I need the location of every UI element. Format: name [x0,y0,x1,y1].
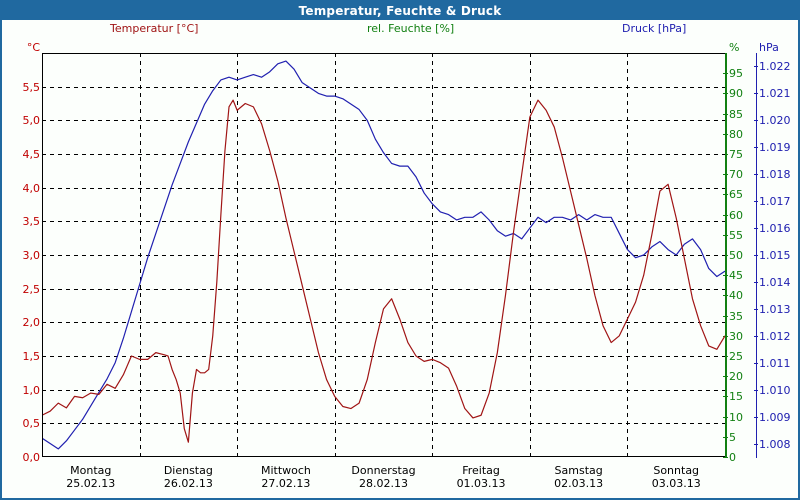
pressure-axis-tick: 1.014 [759,275,791,289]
x-axis-date: 03.03.13 [651,477,701,490]
x-axis-labels: Montag 25.02.13 Dienstag 26.02.13 Mittwoch 27… [2,464,798,498]
x-axis-day-label: Sonntag 03.03.13 [621,464,731,490]
pressure-axis-line [756,53,757,458]
humidity-axis-tick: 15 [729,390,743,404]
left-axis-tick: 4,0 [22,181,41,195]
pressure-axis-tick: 1.022 [759,60,791,74]
pressure-axis-tick: 1.010 [759,383,791,397]
humidity-axis-tick: 0 [729,451,736,464]
pressure-axis-tick: 1.019 [759,141,791,155]
legend-humidity-label: rel. Feuchte [%] [367,22,455,35]
x-axis-date: 02.03.13 [554,477,604,490]
left-axis-tick: 1,0 [22,383,41,397]
x-axis-day-label: Dienstag 26.02.13 [133,464,243,490]
pressure-axis-tick: 1.011 [759,356,791,370]
x-axis-weekday: Mittwoch [260,464,311,477]
humidity-axis-tick: 70 [729,168,743,182]
humidity-axis-tick: 45 [729,269,743,283]
pressure-axis-tick: 1.016 [759,222,791,236]
left-axis-tick: 3,5 [22,215,41,229]
x-axis-date: 25.02.13 [66,477,116,490]
x-axis-weekday: Donnerstag [351,464,416,477]
left-axis-tick: 1,5 [22,350,41,363]
x-axis-weekday: Samstag [554,464,603,477]
left-axis-tick: 2,0 [22,316,41,330]
window-title-bar: Temperatur, Feuchte & Druck [2,2,798,20]
humidity-axis-tick: 85 [729,107,743,121]
pressure-axis-tick: 1.017 [759,195,791,209]
legend-temperature: Temperatur [°C] [110,22,198,35]
pressure-axis-tick: 1.013 [759,302,791,316]
series-line-temperatur [42,99,725,443]
pressure-axis-tick: 1.021 [759,87,791,101]
x-axis-day-label: Montag 25.02.13 [36,464,146,490]
left-axis-tick: 2,5 [22,282,41,296]
legend-temperature-label: Temperatur [°C] [110,22,199,35]
left-axis-tick: 5,5 [22,80,41,94]
x-axis-weekday: Montag [70,464,112,477]
left-axis-tick: 0,5 [22,417,41,431]
x-axis-date: 26.02.13 [163,477,213,490]
humidity-axis-tick: 25 [729,350,743,363]
legend-pressure: Druck [hPa] [622,22,686,35]
humidity-axis-tick: 50 [729,249,743,262]
pressure-axis-unit: hPa [759,41,779,54]
pressure-axis-tick: 1.008 [759,437,791,451]
x-axis-date: 28.02.13 [359,477,408,490]
x-axis-weekday: Freitag [462,464,500,477]
left-axis-tick: 4,5 [22,148,41,161]
pressure-axis-tick: 1.018 [759,168,791,182]
humidity-axis-tick: 75 [729,148,743,161]
legend-humidity: rel. Feuchte [%] [367,22,454,35]
humidity-axis-tick: 80 [729,127,743,141]
humidity-axis-tick: 10 [729,410,743,424]
pressure-axis-tick: 1.015 [759,249,791,262]
humidity-axis-tick: 55 [729,228,743,242]
pressure-axis-tick: 1.009 [759,410,791,424]
x-axis-weekday: Sonntag [653,464,700,477]
plot-series [42,60,725,450]
humidity-axis-tick: 60 [729,208,743,222]
legend-pressure-label: Druck [hPa] [622,22,687,35]
humidity-axis-line [725,53,727,458]
series-line-druck [42,60,725,450]
x-axis-date: 01.03.13 [456,477,506,490]
left-axis-tick: 0,0 [22,451,41,464]
humidity-axis-tick: 90 [729,87,743,101]
x-axis-weekday: Dienstag [163,464,213,477]
window-title: Temperatur, Feuchte & Druck [298,4,502,18]
humidity-axis-tick: 5 [729,430,736,444]
humidity-axis-tick: 65 [729,188,743,202]
humidity-axis-tick: 35 [729,309,743,323]
x-axis-date: 27.02.13 [261,477,311,490]
pressure-axis-tick: 1.012 [759,329,791,343]
humidity-axis-tick: 40 [729,289,743,303]
x-axis-day-label: Donnerstag 28.02.13 [329,464,439,490]
x-axis-day-label: Freitag 01.03.13 [426,464,536,490]
humidity-axis-tick: 95 [729,67,743,81]
humidity-axis-unit: % [729,41,740,54]
x-axis-day-label: Mittwoch 27.02.13 [231,464,341,490]
x-axis-day-label: Samstag 02.03.13 [524,464,634,490]
left-axis-unit: °C [26,41,40,54]
left-axis-tick: 5,0 [22,114,41,128]
pressure-axis-tick: 1.020 [759,114,791,128]
humidity-axis-tick: 30 [729,329,743,343]
humidity-axis-tick: 20 [729,370,743,384]
plot-area [42,53,725,457]
left-axis-tick: 3,0 [22,249,41,262]
